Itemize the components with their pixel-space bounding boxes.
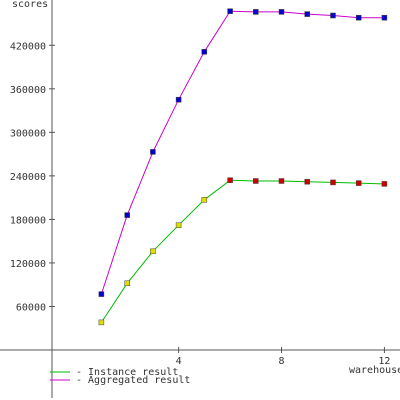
y-tick-label: 240000 — [10, 172, 46, 183]
y-tick-label: 420000 — [10, 41, 46, 52]
data-point-series-1 — [330, 179, 336, 186]
data-point-series-1 — [278, 178, 285, 184]
data-point-series-2 — [330, 12, 336, 19]
data-point-series-2 — [150, 149, 156, 155]
data-point-series-1 — [124, 280, 130, 287]
x-tick-label: 8 — [279, 356, 285, 367]
series-line-1 — [100, 179, 385, 323]
y-tick-label: 360000 — [10, 85, 46, 96]
legend-label: - Aggregated result — [76, 375, 190, 386]
series-line-2 — [100, 10, 385, 295]
data-point-series-1 — [201, 197, 208, 203]
data-point-series-2 — [175, 96, 182, 103]
data-point-series-1 — [98, 319, 105, 326]
legend: - Instance result- Aggregated result — [50, 367, 190, 386]
y-tick-label: 300000 — [10, 128, 46, 139]
data-point-series-2 — [381, 14, 388, 21]
data-point-series-2 — [304, 11, 310, 17]
data-points — [98, 8, 388, 326]
y-tick-label: 180000 — [10, 215, 46, 226]
y-tick-label: 60000 — [16, 302, 46, 313]
data-point-series-2 — [278, 9, 285, 15]
y-tick-label: 120000 — [10, 259, 46, 270]
data-point-series-1 — [150, 248, 156, 255]
data-point-series-1 — [175, 222, 182, 228]
series-lines — [100, 10, 385, 323]
data-point-series-1 — [381, 181, 388, 187]
data-point-series-2 — [201, 49, 208, 55]
data-point-series-2 — [227, 8, 233, 14]
data-point-series-2 — [98, 291, 105, 297]
data-point-series-2 — [124, 212, 130, 218]
x-tick-label: 4 — [176, 356, 182, 367]
x-tick-label: 12 — [378, 356, 390, 367]
data-point-series-1 — [355, 180, 362, 186]
data-point-series-1 — [253, 178, 259, 184]
data-point-series-1 — [227, 177, 233, 183]
data-point-series-1 — [304, 178, 310, 185]
data-point-series-2 — [355, 14, 362, 21]
y-axis-label: scores — [12, 0, 48, 10]
data-point-series-2 — [253, 9, 259, 15]
x-axis-label: warehouses — [349, 365, 400, 376]
legend-label: - Instance result — [76, 367, 178, 378]
